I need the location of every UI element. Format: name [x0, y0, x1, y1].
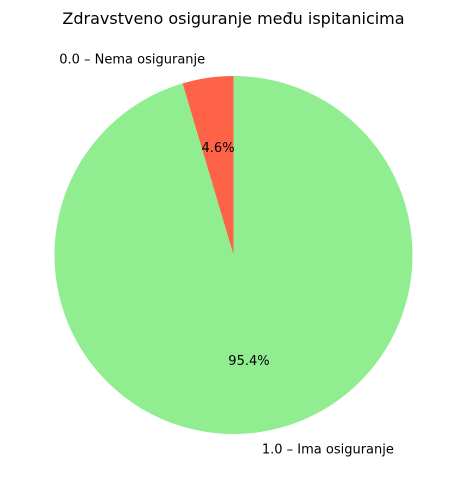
pie-percent-label-1: 95.4%: [228, 354, 269, 369]
chart-title: Zdravstveno osiguranje među ispitanicima: [62, 9, 404, 28]
pie-slices: [54, 76, 413, 434]
pie-slice-0: [182, 76, 234, 255]
pie-slice-1: [54, 76, 413, 434]
pie-percent-label-0: 4.6%: [202, 141, 235, 156]
pie-category-label-0: 0.0 – Nema osiguranje: [59, 53, 205, 68]
pie-category-label-1: 1.0 – Ima osiguranje: [262, 442, 394, 457]
pie-labels: 0.0 – Nema osiguranje 4.6% 1.0 – Ima osigu…: [59, 53, 394, 458]
